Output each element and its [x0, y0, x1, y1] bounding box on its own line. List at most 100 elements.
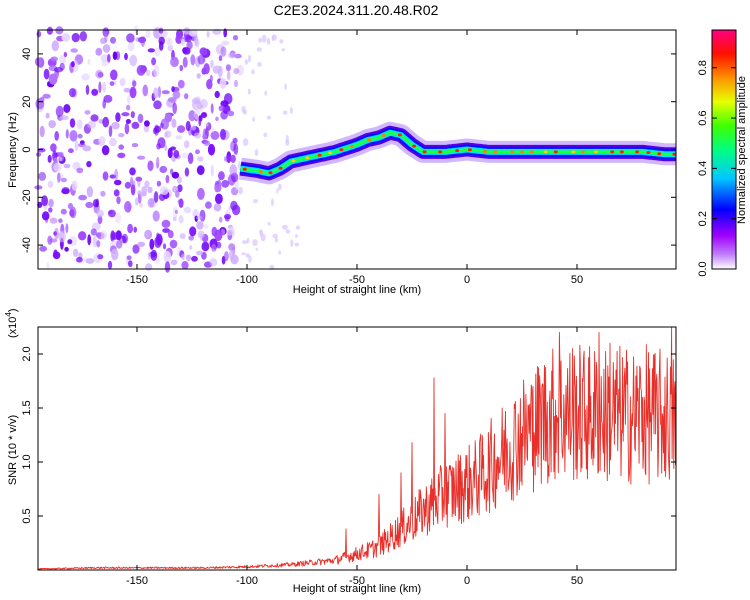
noise-speckle	[96, 240, 101, 248]
noise-speckle	[198, 115, 203, 122]
noise-speckle	[164, 261, 171, 273]
noise-speckle	[114, 168, 118, 180]
noise-speckle	[63, 51, 68, 58]
noise-speckle	[282, 224, 288, 230]
noise-speckle	[48, 207, 53, 213]
noise-speckle	[140, 37, 145, 47]
noise-speckle	[171, 118, 177, 128]
noise-speckle	[229, 249, 235, 260]
noise-speckle	[217, 65, 223, 78]
noise-speckle	[39, 125, 45, 138]
noise-speckle	[156, 156, 160, 169]
noise-speckle	[45, 214, 49, 224]
noise-speckle	[209, 258, 218, 267]
noise-speckle	[145, 263, 153, 271]
noise-speckle	[55, 105, 64, 118]
noise-speckle	[56, 156, 63, 162]
noise-speckle	[203, 140, 211, 147]
noise-speckle	[200, 112, 208, 118]
ridge-peak	[397, 133, 402, 137]
noise-speckle	[196, 250, 203, 256]
ridge-peak	[438, 150, 443, 154]
noise-speckle	[65, 223, 69, 234]
noise-speckle	[156, 180, 162, 187]
noise-speckle	[101, 59, 109, 67]
colorbar: 0.0 0.2 0.4 0.6 0.8 Normalized spectral ampl…	[697, 29, 748, 277]
noise-speckle	[196, 165, 205, 176]
noise-speckle	[42, 93, 51, 99]
ridge-peak	[305, 156, 310, 160]
noise-speckle	[112, 51, 118, 60]
noise-speckle	[54, 66, 63, 73]
noise-speckle	[179, 233, 186, 240]
noise-speckle	[271, 34, 277, 41]
noise-speckle	[137, 113, 144, 124]
noise-speckle	[135, 176, 143, 182]
noise-speckles	[34, 25, 300, 273]
noise-speckle	[176, 176, 182, 184]
ridge-peak	[610, 150, 615, 154]
noise-speckle	[111, 122, 120, 130]
multiplier-close: )	[7, 308, 19, 312]
multiplier-base: (x10	[7, 317, 19, 338]
noise-speckle	[69, 209, 75, 217]
noise-speckle	[110, 69, 118, 81]
top-y-axis-label: Frequency (Hz)	[7, 112, 19, 188]
noise-speckle	[229, 164, 238, 177]
noise-speckle	[153, 65, 160, 77]
noise-speckle	[181, 253, 185, 261]
noise-speckle	[163, 250, 172, 263]
noise-speckle	[181, 260, 189, 270]
noise-speckle	[149, 238, 155, 250]
noise-speckle	[188, 235, 195, 241]
colorbar-tick-label: 0.0	[697, 261, 709, 276]
noise-speckle	[233, 68, 240, 75]
noise-speckle	[157, 86, 161, 98]
noise-speckle	[197, 230, 205, 239]
ridge-peak	[580, 150, 585, 154]
noise-speckle	[182, 56, 188, 68]
noise-speckle	[185, 120, 191, 132]
noise-speckle	[97, 254, 104, 260]
noise-speckle	[39, 245, 47, 252]
noise-speckle	[210, 130, 220, 140]
snr-x-tick-label: -150	[126, 575, 148, 587]
noise-speckle	[171, 86, 175, 93]
noise-speckle	[172, 102, 177, 115]
noise-speckle	[123, 87, 131, 93]
noise-speckle	[85, 201, 94, 209]
ridge-peak	[317, 153, 322, 157]
noise-speckle	[183, 27, 191, 35]
ridge-peak	[455, 149, 460, 153]
noise-speckle	[115, 112, 121, 123]
noise-speckle	[172, 90, 181, 99]
noise-speckle	[77, 133, 83, 139]
top-x-tick-label: 50	[571, 274, 583, 286]
noise-speckle	[282, 110, 288, 115]
noise-speckle	[103, 94, 113, 103]
snr-x-tick-label: -50	[349, 575, 365, 587]
noise-speckle	[202, 133, 207, 140]
snr-y-axis: 0.5 1.0 1.5 2.0	[21, 346, 676, 524]
noise-speckle	[118, 144, 124, 150]
svg-text:(x104): (x104)	[4, 308, 19, 338]
noise-speckle	[133, 226, 137, 233]
noise-speckle	[164, 113, 172, 123]
noise-speckle	[220, 46, 227, 57]
noise-speckle	[216, 241, 222, 249]
noise-speckle	[92, 235, 97, 248]
noise-speckle	[144, 120, 150, 127]
noise-speckle	[129, 54, 138, 67]
noise-speckle	[226, 229, 233, 236]
noise-speckle	[43, 68, 50, 80]
noise-speckle	[178, 198, 184, 208]
colorbar-tick-label: 0.6	[697, 110, 709, 125]
noise-speckle	[129, 167, 136, 176]
noise-speckle	[45, 112, 50, 119]
noise-speckle	[214, 229, 223, 241]
noise-speckle	[261, 34, 267, 43]
top-x-tick-label: 0	[464, 274, 470, 286]
noise-speckle	[161, 219, 171, 228]
noise-speckle	[48, 120, 57, 129]
